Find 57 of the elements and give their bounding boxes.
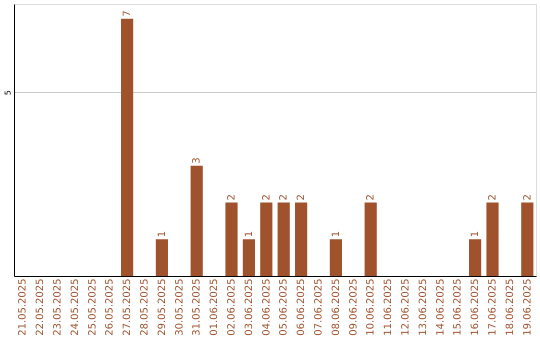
x-tick-label: 03.06.2025 xyxy=(244,278,255,336)
x-tick-label: 22.05.2025 xyxy=(35,278,46,336)
x-tick-label: 18.06.2025 xyxy=(504,278,516,336)
x-tick-label: 12.06.2025 xyxy=(400,278,412,336)
x-tick-label: 10.06.2025 xyxy=(366,278,377,336)
x-tick-label: 09.06.2025 xyxy=(348,278,360,336)
bar xyxy=(521,202,534,276)
data-label: 1 xyxy=(470,230,482,238)
data-label: 2 xyxy=(278,194,290,200)
bar xyxy=(156,239,168,276)
x-tick-label: 25.05.2025 xyxy=(87,278,98,336)
data-label: 2 xyxy=(296,194,308,200)
data-label: 2 xyxy=(488,194,498,200)
x-tick-label: 16.06.2025 xyxy=(470,278,482,336)
bar xyxy=(486,202,499,276)
x-tick-label: 31.05.2025 xyxy=(192,278,203,336)
bar xyxy=(330,239,342,276)
x-tick-label: 07.06.2025 xyxy=(314,278,324,336)
x-tick-label: 15.06.2025 xyxy=(452,278,464,336)
data-label: 1 xyxy=(244,230,255,238)
bar xyxy=(469,239,482,276)
x-tick-label: 23.05.2025 xyxy=(52,278,64,336)
bar xyxy=(295,202,308,276)
bar xyxy=(278,202,290,276)
data-label: 2 xyxy=(226,194,238,200)
bar xyxy=(121,18,134,276)
data-label: 3 xyxy=(192,157,203,164)
x-tick-label: 28.05.2025 xyxy=(140,278,150,336)
y-tick-label: 5 xyxy=(4,90,12,96)
x-tick-label: 30.05.2025 xyxy=(174,278,186,336)
bar xyxy=(364,202,377,276)
bar xyxy=(190,166,203,276)
x-tick-label: 02.06.2025 xyxy=(226,278,238,336)
x-tick-label: 19.06.2025 xyxy=(522,278,534,336)
data-label: 1 xyxy=(330,230,342,238)
data-label: 2 xyxy=(366,194,377,200)
x-tick-label: 29.05.2025 xyxy=(156,278,168,336)
x-tick-label: 21.05.2025 xyxy=(18,278,29,336)
data-label: 7 xyxy=(122,10,134,17)
x-tick-label: 14.06.2025 xyxy=(435,278,446,336)
bar xyxy=(225,202,238,276)
x-tick-label: 04.06.2025 xyxy=(261,278,272,336)
x-tick-label: 08.06.2025 xyxy=(330,278,342,336)
data-label: 2 xyxy=(261,194,272,200)
x-tick-label: 13.06.2025 xyxy=(418,278,429,336)
x-tick-label: 26.05.2025 xyxy=(104,278,116,336)
x-tick-label: 11.06.2025 xyxy=(383,278,394,336)
bar xyxy=(260,202,272,276)
data-label: 1 xyxy=(156,230,168,238)
x-tick-label: 06.06.2025 xyxy=(296,278,308,336)
x-tick-label: 27.05.2025 xyxy=(122,278,134,336)
x-tick-label: 17.06.2025 xyxy=(488,278,498,336)
x-tick-label: 24.05.2025 xyxy=(70,278,81,336)
bar xyxy=(242,239,255,276)
x-tick-label: 05.06.2025 xyxy=(278,278,290,336)
x-tick-label: 01.06.2025 xyxy=(209,278,220,336)
data-label: 2 xyxy=(522,194,534,200)
